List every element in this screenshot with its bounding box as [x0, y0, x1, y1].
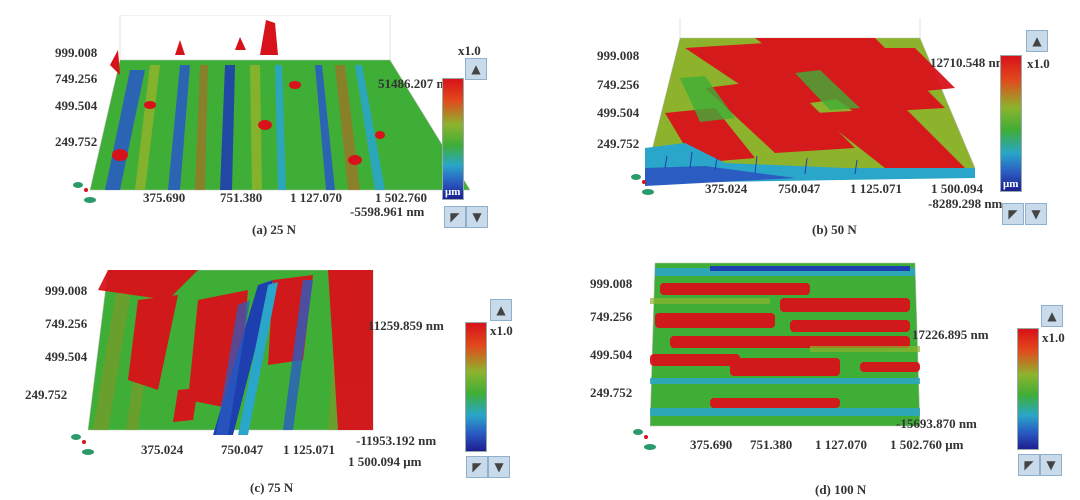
z-max-label: 11259.859 nm: [368, 318, 444, 333]
z-min-label: -11953.192 nm: [356, 433, 437, 448]
scale-label: x1.0: [490, 323, 513, 338]
panel-caption: (d) 100 N: [815, 482, 867, 497]
panel-caption: (b) 50 N: [812, 222, 857, 237]
compass-icon: [631, 174, 654, 195]
y-tick: 249.752: [25, 387, 68, 402]
colorbar: μm: [442, 78, 464, 200]
colorbar: μm: [1000, 55, 1022, 192]
x-tick: 1 127.070: [290, 190, 342, 205]
rotate-button[interactable]: ◤: [466, 456, 488, 478]
x-tick: 375.024: [705, 181, 748, 196]
arrow-up-icon: ▲: [496, 303, 506, 317]
x-tick: 375.690: [143, 190, 186, 205]
y-tick: 749.256: [45, 316, 88, 331]
colorbar: [1017, 328, 1039, 450]
surface-3d-plot: [88, 270, 374, 435]
y-tick: 749.256: [55, 71, 98, 86]
z-min-label: -15693.870 nm: [896, 416, 977, 431]
arrow-diagonal-icon: ◤: [1024, 458, 1034, 472]
y-tick: 999.008: [55, 45, 98, 60]
y-tick: 749.256: [590, 309, 633, 324]
colorbar-unit: μm: [1003, 178, 1019, 190]
z-min-label: -5598.961 nm: [350, 204, 425, 219]
z-min-label: -8289.298 nm: [928, 196, 1003, 211]
panel-a: 999.008 749.256 499.504 249.752 375.690 …: [0, 0, 540, 250]
y-tick: 499.504: [597, 105, 640, 120]
zoom-up-button[interactable]: ▲: [1041, 305, 1063, 327]
zoom-up-button[interactable]: ▲: [490, 299, 512, 321]
x-tick: 1 502.760: [375, 190, 427, 205]
zoom-down-button[interactable]: ▼: [488, 456, 510, 478]
y-tick: 999.008: [45, 283, 88, 298]
x-tick: 1 125.071: [850, 181, 902, 196]
arrow-up-icon: ▲: [1032, 34, 1042, 48]
panel-caption: (c) 75 N: [250, 480, 294, 495]
y-tick: 249.752: [55, 134, 98, 149]
colorbar: [465, 322, 487, 452]
colorbar-unit: μm: [445, 186, 461, 198]
arrow-down-icon: ▼: [472, 210, 482, 224]
surface-3d-plot: [90, 15, 470, 191]
rotate-button[interactable]: ◤: [444, 206, 466, 228]
x-tick: 1 500.094 μm: [348, 454, 422, 469]
surface-3d-plot: [650, 262, 920, 427]
x-tick: 750.047: [778, 181, 821, 196]
zoom-down-button[interactable]: ▼: [466, 206, 488, 228]
y-tick: 499.504: [590, 347, 633, 362]
x-tick: 1 125.071: [283, 442, 335, 457]
z-max-label: 17226.895 nm: [912, 327, 989, 342]
arrow-up-icon: ▲: [1047, 309, 1057, 323]
z-max-label: 51486.207 nm: [378, 76, 455, 91]
z-max-label: 12710.548 nm: [930, 55, 1007, 70]
x-tick: 1 500.094: [931, 181, 983, 196]
rotate-button[interactable]: ◤: [1018, 454, 1040, 476]
panel-b: 999.008 749.256 499.504 249.752 375.024 …: [540, 0, 1080, 250]
y-tick: 499.504: [45, 349, 88, 364]
x-tick: 375.690: [690, 437, 733, 452]
arrow-down-icon: ▼: [1031, 207, 1041, 221]
zoom-up-button[interactable]: ▲: [465, 58, 487, 80]
x-tick: 750.047: [221, 442, 264, 457]
x-tick: 1 502.760 μm: [890, 437, 964, 452]
zoom-down-button[interactable]: ▼: [1025, 203, 1047, 225]
arrow-down-icon: ▼: [494, 460, 504, 474]
panel-d: 999.008 749.256 499.504 249.752 375.690 …: [540, 250, 1080, 500]
panel-caption: (a) 25 N: [252, 222, 297, 237]
y-tick: 999.008: [597, 48, 640, 63]
x-tick: 751.380: [750, 437, 793, 452]
y-tick: 749.256: [597, 77, 640, 92]
scale-label: x1.0: [1042, 330, 1065, 345]
compass-icon: [633, 429, 656, 450]
arrow-diagonal-icon: ◤: [450, 210, 460, 224]
x-tick: 751.380: [220, 190, 263, 205]
compass-icon: [73, 182, 96, 203]
rotate-button[interactable]: ◤: [1002, 203, 1024, 225]
y-tick: 499.504: [55, 98, 98, 113]
x-tick: 375.024: [141, 442, 184, 457]
arrow-diagonal-icon: ◤: [1008, 207, 1018, 221]
zoom-down-button[interactable]: ▼: [1040, 454, 1062, 476]
x-tick: 1 127.070: [815, 437, 867, 452]
scale-label: x1.0: [458, 43, 481, 58]
compass-icon: [71, 434, 94, 455]
y-tick: 249.752: [590, 385, 633, 400]
arrow-up-icon: ▲: [471, 62, 481, 76]
zoom-up-button[interactable]: ▲: [1026, 30, 1048, 52]
surface-3d-plot: [645, 18, 975, 186]
y-tick: 249.752: [597, 136, 640, 151]
arrow-diagonal-icon: ◤: [472, 460, 482, 474]
y-tick: 999.008: [590, 276, 633, 291]
scale-label: x1.0: [1027, 56, 1050, 71]
panel-c: 999.008 749.256 499.504 249.752 375.024 …: [0, 250, 540, 500]
arrow-down-icon: ▼: [1046, 458, 1056, 472]
